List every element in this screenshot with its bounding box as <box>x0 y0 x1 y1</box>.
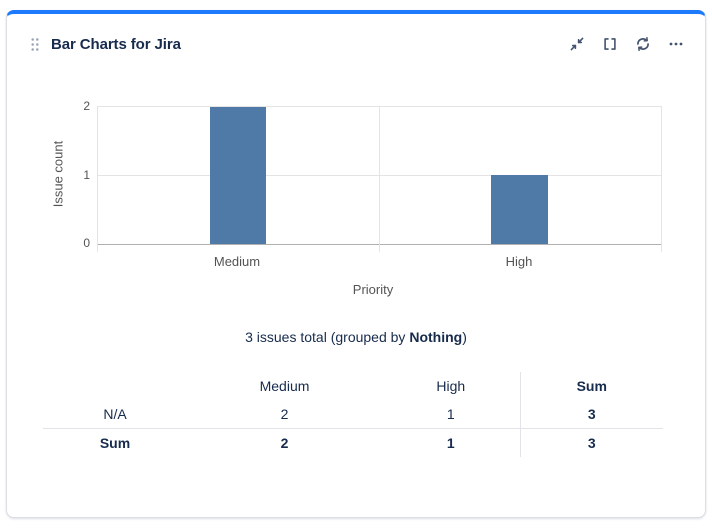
x-tick-high: High <box>505 254 533 269</box>
cell-high: 1 <box>382 428 520 457</box>
x-tick-medium: Medium <box>213 254 261 269</box>
y-tick-1: 1 <box>83 168 90 182</box>
cell-sum: 3 <box>519 400 663 429</box>
table-row: N/A 2 1 3 <box>43 400 663 429</box>
drag-handle-icon[interactable] <box>29 36 41 52</box>
summary-group-by: Nothing <box>409 329 463 345</box>
more-icon[interactable] <box>664 32 688 56</box>
gridline-vertical <box>661 107 662 252</box>
plot-area: Medium High Priority <box>97 106 662 297</box>
gridline-horizontal <box>97 175 662 176</box>
expand-icon[interactable] <box>598 32 622 56</box>
header-empty-cell <box>43 372 187 400</box>
y-tick-0: 0 <box>83 236 90 250</box>
gadget-actions <box>565 32 688 56</box>
header-medium: Medium <box>259 378 310 394</box>
issues-summary: 3 issues total (grouped by Nothing) <box>7 328 705 346</box>
cell-high: 1 <box>446 406 455 422</box>
cell-sum: 3 <box>519 428 663 457</box>
gadget-header: Bar Charts for Jira <box>7 14 705 58</box>
summary-suffix: ) <box>462 329 467 345</box>
table-sum-row: Sum 2 1 3 <box>43 428 663 457</box>
gadget-title: Bar Charts for Jira <box>51 35 181 53</box>
collapse-icon[interactable] <box>565 32 589 56</box>
bar-high[interactable] <box>491 175 548 244</box>
table-header-row: Medium High Sum <box>43 372 663 400</box>
pivot-table: Medium High Sum N/A 2 1 3 Sum 2 1 3 <box>43 372 663 457</box>
x-axis-title: Priority <box>352 282 394 297</box>
bar-medium[interactable] <box>210 107 266 244</box>
bar-chart: Issue count 2 1 0 Medium High Priority 3… <box>7 14 705 517</box>
refresh-icon[interactable] <box>631 32 655 56</box>
header-high: High <box>436 378 466 394</box>
header-sum: Sum <box>519 372 663 400</box>
row-label: N/A <box>103 406 127 422</box>
gridline-vertical <box>97 107 98 252</box>
y-axis-title: Issue count <box>50 140 66 208</box>
gadget-card: Bar Charts for Jira <box>6 10 706 518</box>
y-tick-2: 2 <box>83 99 90 113</box>
row-label: Sum <box>43 428 187 457</box>
gridline-vertical <box>379 107 380 252</box>
cell-medium: 2 <box>187 428 382 457</box>
summary-prefix: 3 issues total (grouped by <box>245 329 410 345</box>
cell-medium: 2 <box>280 406 289 422</box>
